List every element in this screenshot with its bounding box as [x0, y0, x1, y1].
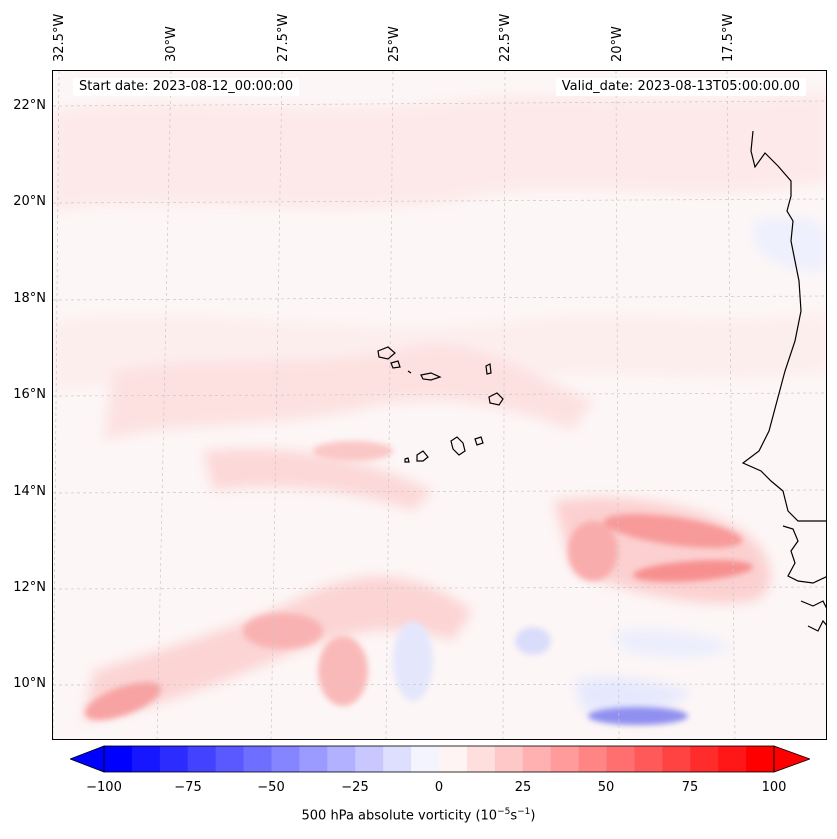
colorbar-bin — [299, 746, 328, 772]
cb-label-mid: s — [510, 808, 518, 824]
colorbar-bin — [634, 746, 663, 772]
cb-tick-label: 25 — [514, 780, 532, 795]
colorbar-bin — [327, 746, 356, 772]
vorticity-field — [53, 71, 826, 739]
cb-label-exp1: −5 — [497, 807, 511, 817]
cb-tick-label: 75 — [681, 780, 699, 795]
colorbar-bin — [494, 746, 524, 772]
colorbar-bin — [606, 746, 635, 772]
lon-tick-22-5w: 22.5°W — [498, 13, 513, 62]
colorbar — [68, 744, 812, 774]
colorbar-bin — [466, 746, 496, 772]
colorbar-bin — [383, 746, 412, 772]
cb-tick-label: −75 — [174, 780, 202, 795]
background-bands — [53, 71, 826, 739]
strong-vorticity-features — [85, 441, 753, 725]
colorbar-svg — [68, 745, 812, 773]
coastlines — [377, 130, 826, 632]
colorbar-bin — [690, 746, 719, 772]
valid-date-label: Valid_date: 2023-08-13T05:00:00.00 — [555, 78, 806, 96]
cb-label-suffix: ) — [530, 808, 536, 824]
lon-tick-17-5w: 17.5°W — [721, 13, 736, 62]
colorbar-bin — [550, 746, 580, 772]
cb-tick-label: 50 — [597, 780, 615, 795]
cb-tick-label: −50 — [257, 780, 285, 795]
colorbar-bin — [578, 746, 607, 772]
lat-tick-12n: 12°N — [13, 580, 46, 595]
colorbar-bin — [746, 746, 775, 772]
cb-label-prefix: 500 hPa absolute vorticity (10 — [301, 808, 498, 824]
lat-tick-18n: 18°N — [13, 291, 46, 306]
colorbar-bin — [215, 746, 245, 772]
lon-tick-27-5w: 27.5°W — [276, 13, 291, 62]
colorbar-bin — [411, 746, 440, 772]
colorbar-bin — [355, 746, 384, 772]
cb-tick-label: 0 — [434, 780, 444, 795]
lon-tick-20w: 20°W — [610, 26, 625, 62]
cb-tick-label: 100 — [761, 780, 787, 795]
colorbar-bin — [439, 746, 468, 772]
colorbar-max-arrow — [773, 745, 812, 773]
map-panel[interactable]: Start date: 2023-08-12_00:00:00 Valid_da… — [52, 70, 827, 740]
colorbar-bin — [271, 746, 300, 772]
colorbar-bin — [159, 746, 189, 772]
colorbar-title: 500 hPa absolute vorticity (10−5s−1) — [0, 807, 837, 823]
lon-tick-25w: 25°W — [387, 26, 402, 62]
lat-tick-16n: 16°N — [13, 387, 46, 402]
colorbar-border — [103, 745, 775, 773]
colorbar-bin — [131, 746, 161, 772]
colorbar-bin — [718, 746, 747, 772]
lat-tick-20n: 20°N — [13, 194, 46, 209]
cb-tick-label: −25 — [341, 780, 369, 795]
colorbar-bin — [522, 746, 552, 772]
lon-tick-32-5w: 32.5°W — [52, 13, 67, 62]
colorbar-bin — [243, 746, 272, 772]
lat-tick-22n: 22°N — [13, 98, 46, 113]
lat-tick-10n: 10°N — [13, 676, 46, 691]
lat-tick-14n: 14°N — [13, 484, 46, 499]
colorbar-bin — [187, 746, 217, 772]
cb-tick-label: −100 — [86, 780, 122, 795]
colorbar-bin — [662, 746, 691, 772]
start-date-label: Start date: 2023-08-12_00:00:00 — [73, 78, 300, 96]
colorbar-min-arrow — [68, 745, 105, 773]
cb-label-exp2: −1 — [517, 807, 531, 817]
graticule — [53, 71, 826, 739]
lon-tick-30w: 30°W — [164, 26, 179, 62]
colorbar-bin — [104, 746, 133, 772]
